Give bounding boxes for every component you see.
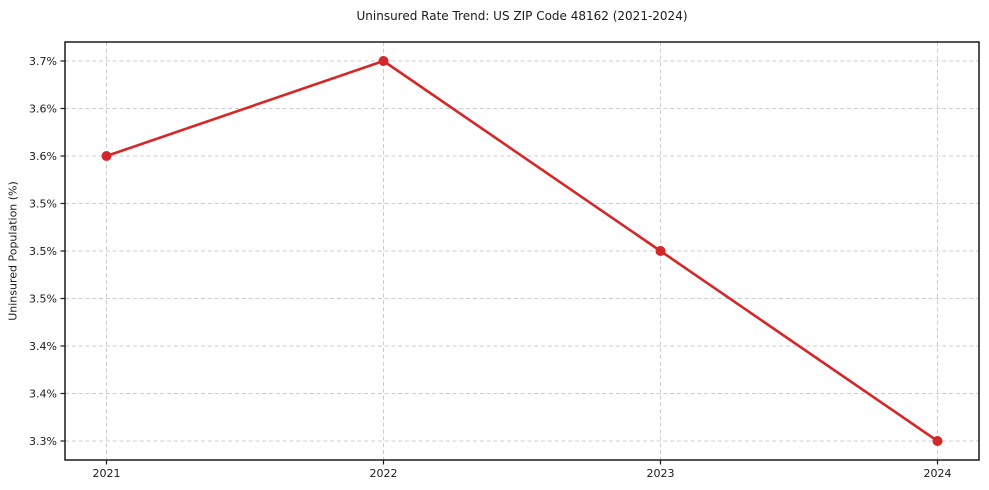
data-point-marker	[932, 436, 943, 446]
y-tick-label: 3.4%	[29, 388, 57, 401]
data-point-marker	[655, 246, 666, 256]
y-tick-label: 3.5%	[29, 245, 57, 258]
x-tick-label: 2021	[93, 467, 121, 480]
x-tick-label: 2022	[370, 467, 398, 480]
trend-line	[105, 59, 939, 443]
data-point-marker	[378, 56, 389, 66]
y-tick-label: 3.4%	[29, 340, 57, 353]
y-tick-label: 3.3%	[29, 435, 57, 448]
x-tick-label: 2023	[647, 467, 675, 480]
plot-frame	[64, 41, 980, 461]
x-tick-label: 2024	[924, 467, 952, 480]
data-point-marker	[101, 151, 112, 161]
y-tick-label: 3.6%	[29, 103, 57, 116]
y-tick-label: 3.5%	[29, 293, 57, 306]
y-tick-label: 3.6%	[29, 150, 57, 163]
y-tick-label: 3.7%	[29, 55, 57, 68]
chart-title: Uninsured Rate Trend: US ZIP Code 48162 …	[356, 9, 688, 23]
y-tick-label: 3.5%	[29, 198, 57, 211]
